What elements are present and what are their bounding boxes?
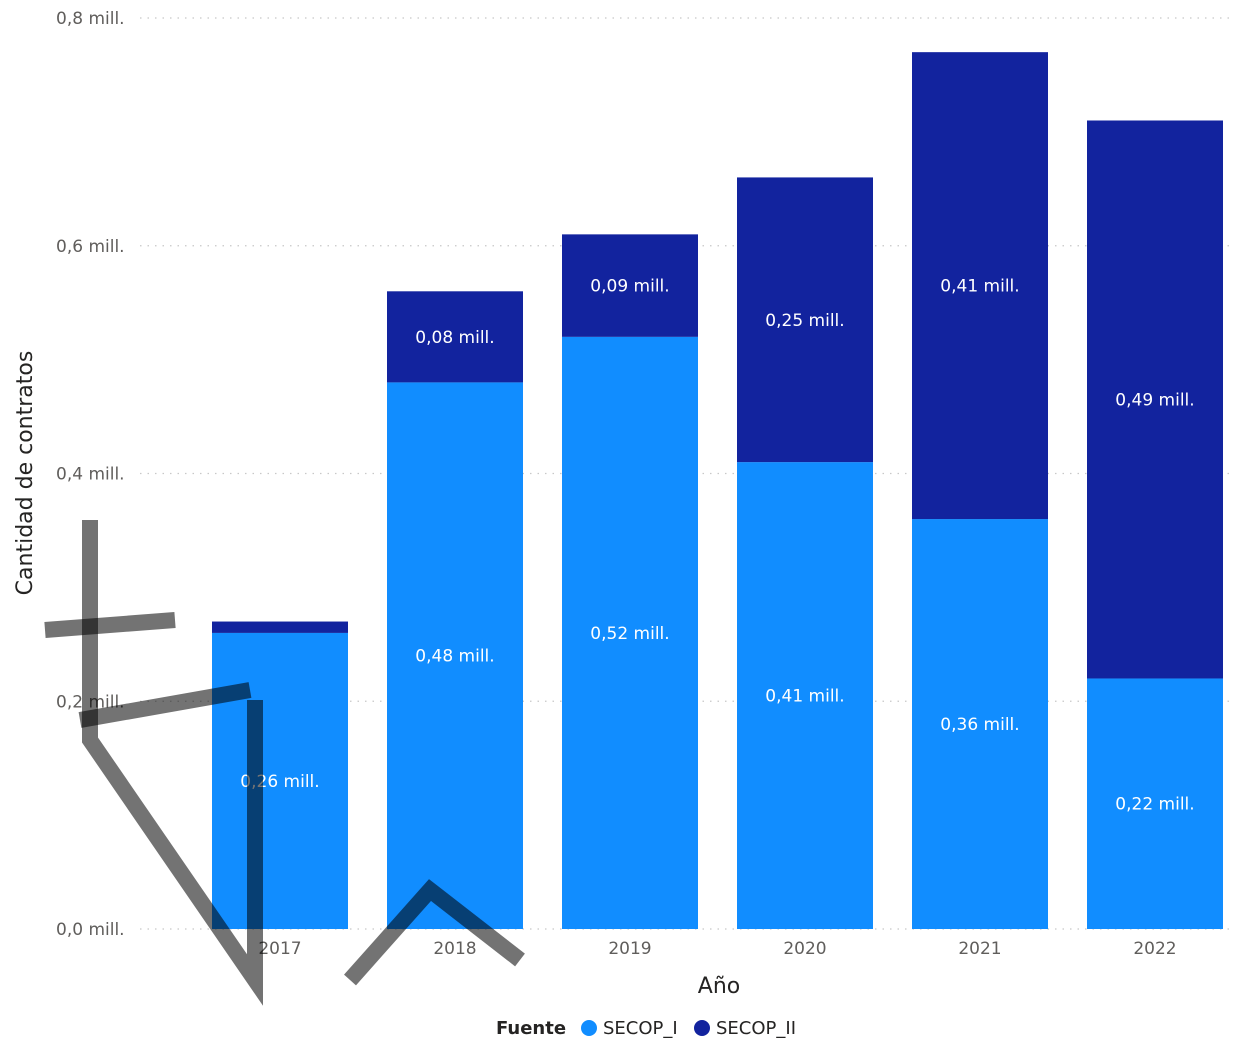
data-label: 0,49 mill. [1115, 390, 1194, 410]
x-axis-title: Año [698, 974, 740, 999]
legend-marker-secop-ii [694, 1020, 710, 1036]
data-label: 0,48 mill. [415, 647, 494, 667]
y-tick-label: 0,6 mill. [56, 237, 125, 257]
data-label: 0,41 mill. [940, 277, 1019, 297]
x-tick-label: 2019 [608, 939, 651, 959]
bar-segment-secop-ii-2017[interactable] [212, 621, 348, 633]
bar-segment-secop-i-2018[interactable] [387, 382, 523, 929]
data-label: 0,22 mill. [1115, 795, 1194, 815]
bar-segment-secop-ii-2020[interactable] [737, 177, 873, 463]
y-axis-title: Cantidad de contratos [13, 351, 38, 596]
y-tick-label: 0,0 mill. [56, 920, 125, 940]
bar-segment-secop-ii-2021[interactable] [912, 52, 1048, 520]
bar-segment-secop-i-2019[interactable] [562, 336, 698, 930]
data-label: 0,36 mill. [940, 715, 1019, 735]
y-tick-label: 0,8 mill. [56, 9, 125, 29]
data-label: 0,25 mill. [765, 311, 844, 331]
bar-segment-secop-i-2021[interactable] [912, 519, 1048, 929]
watermark-overlay [44, 520, 525, 1006]
x-tick-label: 2021 [958, 939, 1001, 959]
y-axis-ticks: 0,0 mill.0,2 mill.0,4 mill.0,6 mill.0,8 … [56, 9, 125, 940]
data-label: 0,52 mill. [590, 624, 669, 644]
bar-segment-secop-ii-2019[interactable] [562, 234, 698, 337]
legend-title: Fuente [496, 1018, 566, 1039]
x-tick-label: 2022 [1133, 939, 1176, 959]
data-label: 0,09 mill. [590, 277, 669, 297]
x-tick-label: 2020 [783, 939, 826, 959]
x-tick-label: 2018 [433, 939, 476, 959]
legend-marker-secop-i [581, 1020, 597, 1036]
legend[interactable]: Fuente SECOP_I SECOP_II [496, 1018, 796, 1039]
bar-segment-secop-ii-2018[interactable] [387, 291, 523, 383]
x-tick-label: 2017 [258, 939, 301, 959]
data-label: 0,08 mill. [415, 328, 494, 348]
data-label: 0,41 mill. [765, 687, 844, 707]
legend-label-secop-i: SECOP_I [603, 1018, 678, 1039]
bars: 0,26 mill.0,48 mill.0,08 mill.0,52 mill.… [212, 52, 1223, 930]
x-axis-ticks: 2017 2018 2019 2020 2021 2022 [258, 939, 1176, 959]
bar-segment-secop-ii-2022[interactable] [1087, 120, 1223, 679]
y-tick-label: 0,4 mill. [56, 465, 125, 485]
bar-segment-secop-i-2020[interactable] [737, 462, 873, 929]
bar-segment-secop-i-2017[interactable] [212, 632, 348, 929]
bar-segment-secop-i-2022[interactable] [1087, 678, 1223, 929]
legend-label-secop-ii: SECOP_II [716, 1018, 796, 1039]
